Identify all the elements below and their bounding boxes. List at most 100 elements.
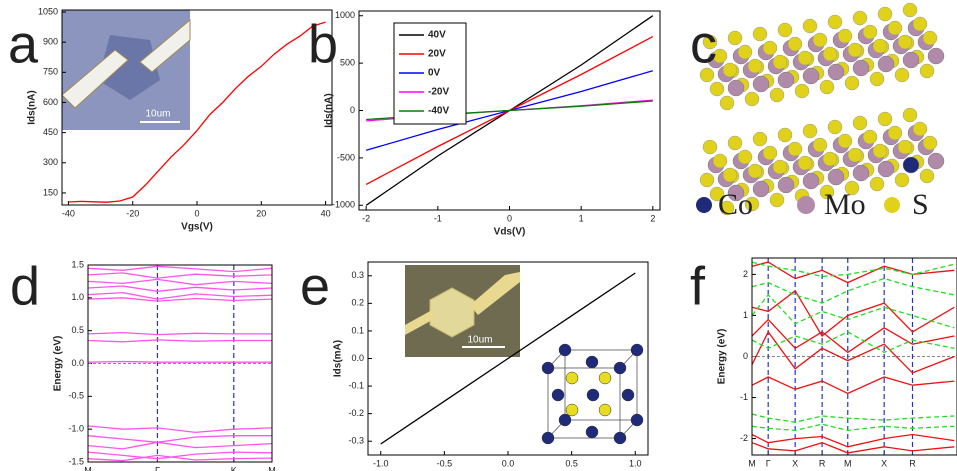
- y-tick-label: -1000: [332, 200, 355, 210]
- atom: [795, 84, 809, 98]
- legend-label: -40V: [428, 106, 449, 117]
- figure: 10um 10um c Co Mo S a1503004506007509001…: [0, 0, 957, 471]
- y-tick-label: 0.2: [351, 298, 364, 308]
- atom: [848, 148, 862, 162]
- atom: [928, 153, 944, 169]
- y-axis-label: Energy (eV): [717, 329, 728, 385]
- legend-swatch: [884, 197, 900, 213]
- band: [752, 443, 954, 453]
- scale-label: 10um: [467, 335, 492, 346]
- atom: [745, 92, 759, 106]
- atom: [770, 193, 784, 207]
- atom: [559, 344, 571, 356]
- atom: [853, 165, 869, 181]
- atom: [586, 426, 598, 438]
- x-tick-label: 0.5: [565, 458, 578, 468]
- atom: [753, 76, 769, 92]
- x-tick-label: -20: [126, 208, 139, 218]
- legend-swatch: [797, 196, 815, 214]
- y-tick-label: -2: [740, 433, 748, 443]
- atom: [920, 64, 934, 78]
- atom: [813, 33, 827, 47]
- atom: [803, 68, 819, 84]
- atom: [763, 41, 777, 55]
- x-axis-label: Vds(V): [494, 227, 526, 238]
- y-tick-label: 0.1: [351, 325, 364, 335]
- atom: [738, 45, 752, 59]
- atom: [828, 120, 842, 134]
- x-tick-label: -0.5: [437, 458, 453, 468]
- atom: [923, 31, 937, 45]
- y-tick-label: -1.5: [68, 456, 84, 466]
- x-tick-label: R: [909, 458, 916, 468]
- atom: [753, 181, 769, 197]
- legend-label: S: [912, 188, 929, 221]
- atom: [920, 169, 934, 183]
- atom: [798, 156, 812, 170]
- x-tick-label: -1: [434, 213, 442, 223]
- atom: [878, 161, 894, 177]
- atom: [828, 15, 842, 29]
- y-tick-label: 0.0: [351, 353, 364, 363]
- atom: [798, 51, 812, 65]
- atom: [700, 173, 714, 187]
- atom: [903, 108, 917, 122]
- atom: [888, 21, 902, 35]
- legend-label: 40V: [428, 30, 446, 41]
- atom: [878, 56, 894, 72]
- atom: [773, 160, 787, 174]
- y-tick-label: -1: [740, 392, 748, 402]
- x-tick-label: -2: [362, 213, 370, 223]
- y-tick-label: 1000: [335, 10, 355, 20]
- x-tick-label: 20: [256, 208, 266, 218]
- x-tick-label: -40: [62, 208, 75, 218]
- band: [752, 279, 954, 304]
- band: [752, 377, 954, 393]
- band: [88, 362, 272, 363]
- atom: [566, 404, 578, 416]
- band: [752, 291, 954, 336]
- y-tick-label: -500: [337, 152, 355, 162]
- atom: [853, 11, 867, 25]
- atom: [728, 31, 742, 45]
- y-tick-label: -0.1: [348, 380, 364, 390]
- band: [88, 286, 272, 291]
- band: [752, 262, 954, 283]
- y-tick-label: 600: [43, 97, 58, 107]
- x-tick-label: X: [881, 458, 887, 468]
- band: [88, 442, 272, 449]
- atom: [828, 169, 844, 185]
- y-tick-label: 750: [43, 67, 58, 77]
- atom: [778, 23, 792, 37]
- atom: [778, 177, 794, 193]
- band: [88, 273, 272, 278]
- x-tick-label: M: [748, 458, 756, 468]
- y-tick-label: 900: [43, 37, 58, 47]
- y-axis-label: Ids(nA): [324, 93, 335, 127]
- panel-label: e: [300, 256, 330, 316]
- band: [752, 262, 954, 276]
- y-tick-label: 0.5: [71, 325, 84, 335]
- atom: [888, 126, 902, 140]
- y-tick-label: 300: [43, 157, 58, 167]
- x-tick-label: 1: [579, 213, 584, 223]
- atom: [728, 136, 742, 150]
- legend-swatch: [696, 197, 712, 213]
- y-tick-label: -1.0: [68, 424, 84, 434]
- atom: [748, 59, 762, 73]
- y-tick-label: 1.0: [71, 292, 84, 302]
- atom: [823, 47, 837, 61]
- y-tick-label: 0.3: [351, 270, 364, 280]
- band: [752, 414, 954, 422]
- atom: [898, 35, 912, 49]
- band: [752, 435, 954, 447]
- band: [88, 436, 272, 443]
- atom: [913, 122, 927, 136]
- atom: [923, 136, 937, 150]
- y-tick-label: -0.5: [68, 391, 84, 401]
- atom: [778, 128, 792, 142]
- y-axis-label: Ids(mA): [333, 340, 344, 377]
- atom: [803, 173, 819, 189]
- x-tick-label: -1.0: [373, 458, 389, 468]
- atom: [599, 404, 611, 416]
